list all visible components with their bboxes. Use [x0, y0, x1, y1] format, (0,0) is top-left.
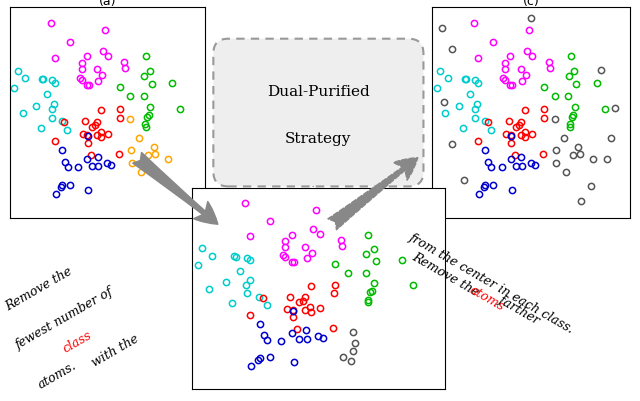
Title: (c): (c) — [523, 0, 540, 8]
Text: fewest number of: fewest number of — [13, 284, 115, 351]
Text: farther: farther — [493, 292, 541, 327]
Text: with the: with the — [86, 332, 141, 371]
Text: Remove the: Remove the — [410, 250, 484, 301]
Text: Dual-Purified: Dual-Purified — [267, 85, 370, 99]
FancyBboxPatch shape — [213, 40, 424, 187]
Text: class: class — [61, 328, 94, 355]
Text: atoms.: atoms. — [35, 358, 78, 391]
Text: from the center in each class.: from the center in each class. — [406, 230, 576, 335]
Text: Remove the: Remove the — [3, 262, 78, 313]
Title: (b): (b) — [310, 176, 327, 188]
Text: Strategy: Strategy — [285, 132, 351, 146]
Title: (a): (a) — [99, 0, 116, 8]
Text: atoms: atoms — [467, 282, 507, 313]
